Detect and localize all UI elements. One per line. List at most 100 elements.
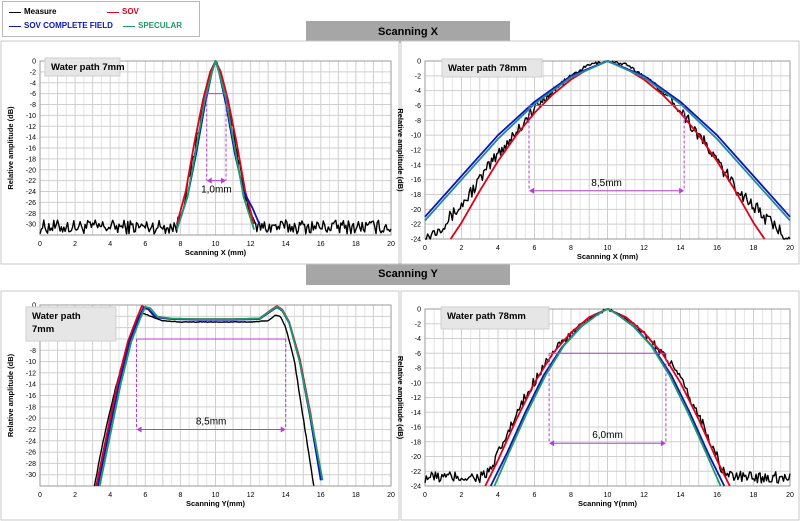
- y-tick-label: -8: [30, 102, 36, 109]
- x-tick-label: 12: [247, 492, 255, 499]
- x-tick-label: 2: [73, 241, 77, 248]
- legend-sov-complete: SOV COMPLETE FIELD: [9, 21, 113, 31]
- annotation-arrow-head-right: [660, 440, 666, 447]
- x-tick-label: 16: [713, 492, 721, 499]
- x-tick-label: 0: [423, 492, 427, 499]
- y-tick-label: -16: [26, 146, 36, 153]
- legend-specular-label: SPECULAR: [138, 21, 183, 30]
- legend-sov: SOV: [107, 7, 139, 17]
- x-tick-label: 18: [750, 492, 758, 499]
- x-tick-label: 6: [533, 245, 537, 252]
- x-tick-label: 8: [178, 492, 182, 499]
- y-tick-label: -6: [30, 91, 36, 98]
- x-tick-label: 10: [604, 245, 612, 252]
- y-tick-label: -6: [415, 351, 421, 358]
- x-tick-label: 20: [786, 245, 794, 252]
- x-tick-label: 2: [73, 492, 77, 499]
- y-tick-label: -6: [415, 103, 421, 110]
- annotation-arrow-head-left: [529, 187, 535, 194]
- x-tick-label: 18: [352, 492, 360, 499]
- legend-measure-swatch: [9, 12, 21, 13]
- y-tick-label: -18: [411, 439, 421, 446]
- legend-specular-swatch: [123, 26, 135, 27]
- x-tick-label: 14: [677, 492, 685, 499]
- x-tick-label: 14: [677, 245, 685, 252]
- x-tick-label: 20: [786, 492, 794, 499]
- x-tick-label: 16: [317, 241, 325, 248]
- x-tick-label: 4: [496, 245, 500, 252]
- y-tick-label: 0: [417, 307, 421, 314]
- annotation-label: 6,0mm: [592, 430, 623, 441]
- series-line-specular: [424, 60, 791, 222]
- legend-measure: Measure: [9, 7, 56, 17]
- x-tick-label: 6: [533, 492, 537, 499]
- y-tick-label: -28: [26, 461, 36, 468]
- legend-specular: SPECULAR: [123, 21, 182, 31]
- y-tick-label: -4: [415, 88, 421, 95]
- x-tick-label: 0: [423, 245, 427, 252]
- x-tick-label: 18: [750, 245, 758, 252]
- x-axis-label: Scanning Y(mm): [186, 499, 246, 508]
- x-tick-label: 12: [640, 245, 648, 252]
- y-tick-label: -22: [411, 222, 421, 229]
- series-line-specular: [493, 308, 722, 487]
- y-tick-label: -14: [411, 410, 421, 417]
- y-tick-label: -16: [411, 177, 421, 184]
- y-tick-label: -24: [411, 484, 421, 491]
- y-tick-label: -8: [415, 118, 421, 125]
- y-tick-label: -24: [26, 189, 36, 196]
- annotation-arrow-head-left: [206, 177, 212, 184]
- y-tick-label: 0: [32, 59, 36, 66]
- y-tick-label: -12: [411, 395, 421, 402]
- x-axis-label: Scanning X (mm): [577, 252, 639, 261]
- annotation-label: 1,0mm: [201, 185, 232, 196]
- y-axis-label: Relative amplitude (dB): [396, 356, 405, 440]
- y-tick-label: -2: [30, 69, 36, 76]
- y-tick-label: -16: [411, 425, 421, 432]
- y-tick-label: -18: [411, 192, 421, 199]
- y-tick-label: -12: [26, 124, 36, 131]
- series-line-specular: [98, 305, 324, 487]
- y-tick-label: -18: [26, 156, 36, 163]
- y-tick-label: -12: [411, 148, 421, 155]
- y-tick-label: 0: [32, 303, 36, 310]
- y-tick-label: -20: [26, 167, 36, 174]
- y-tick-label: -18: [26, 404, 36, 411]
- series-group: [424, 308, 791, 487]
- x-tick-label: 20: [387, 241, 395, 248]
- y-tick-label: -8: [30, 348, 36, 355]
- x-tick-label: 14: [282, 492, 290, 499]
- tick-labels: 024681012141618200-2-4-6-8-10-12-14-16-1…: [26, 303, 395, 500]
- y-tick-label: -30: [26, 222, 36, 229]
- y-tick-label: -22: [411, 469, 421, 476]
- annotation-arrow-head-right: [280, 426, 286, 433]
- x-tick-label: 10: [604, 492, 612, 499]
- y-tick-label: -20: [411, 454, 421, 461]
- y-tick-label: -10: [411, 133, 421, 140]
- y-tick-label: -24: [26, 438, 36, 445]
- chart-title: Water path 7mm: [51, 62, 125, 73]
- x-tick-label: 16: [317, 492, 325, 499]
- x-tick-label: 6: [143, 241, 147, 248]
- x-tick-label: 8: [178, 241, 182, 248]
- y-tick-label: -14: [26, 135, 36, 142]
- x-tick-label: 20: [387, 492, 395, 499]
- y-axis-label: Relative amplitude (dB): [6, 106, 15, 190]
- series-group: [424, 60, 791, 240]
- legend-sov-complete-swatch: [9, 26, 21, 27]
- x-tick-label: 10: [212, 241, 220, 248]
- y-tick-label: -30: [26, 472, 36, 479]
- x-tick-label: 2: [460, 492, 464, 499]
- annotation-arrow-head-right: [221, 177, 227, 184]
- x-tick-label: 8: [569, 492, 573, 499]
- annotation-arrow-head-left: [136, 426, 142, 433]
- y-tick-label: -16: [26, 393, 36, 400]
- chart-title-box: [25, 306, 117, 342]
- x-tick-label: 4: [108, 241, 112, 248]
- x-tick-label: 6: [143, 492, 147, 499]
- x-tick-label: 12: [640, 492, 648, 499]
